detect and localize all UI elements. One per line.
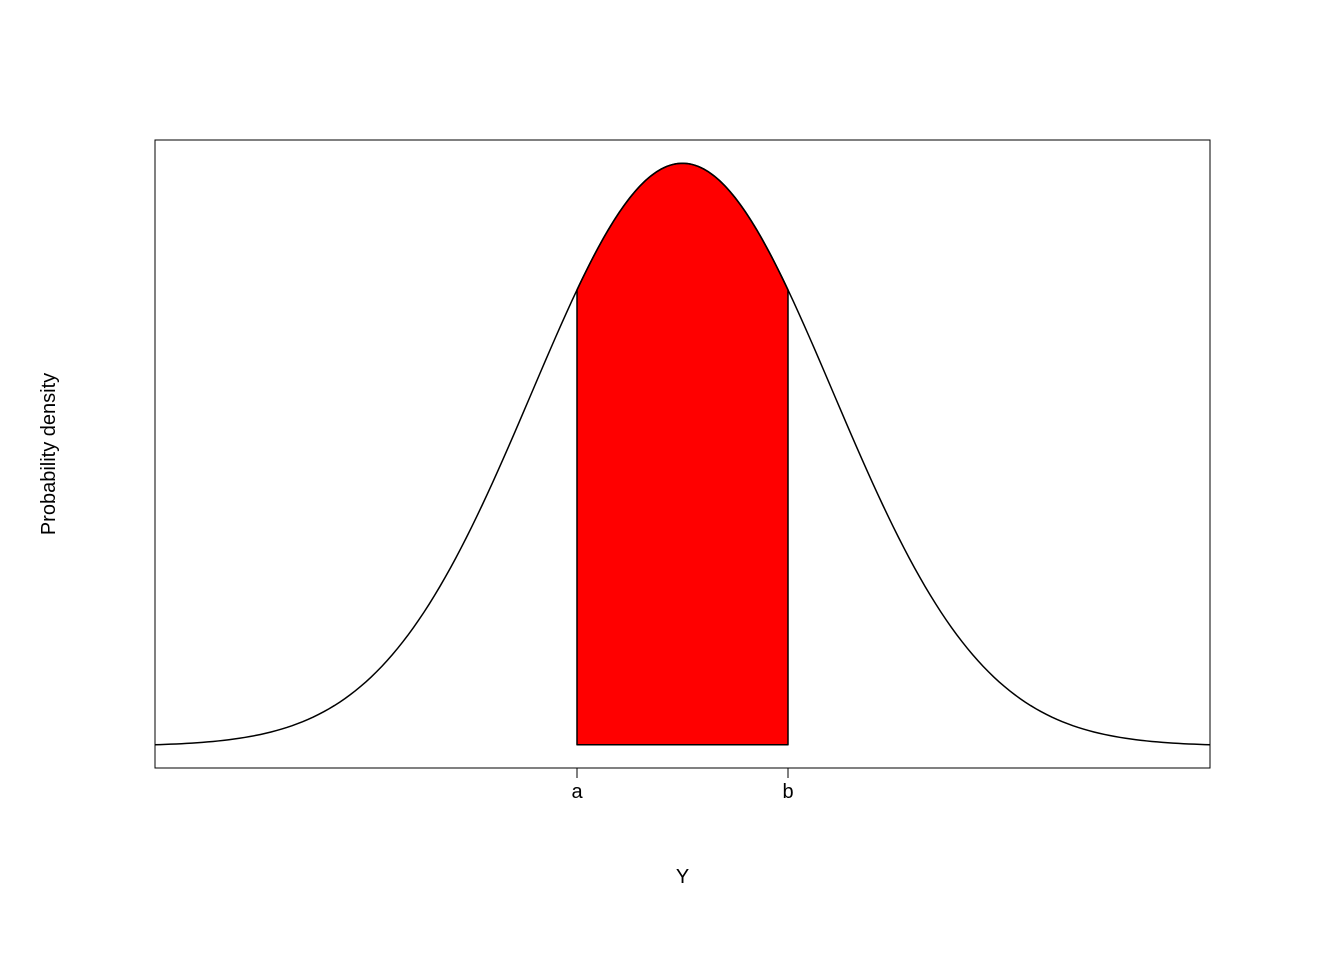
y-axis-label: Probability density — [38, 373, 60, 535]
x-tick-label-1: b — [782, 781, 793, 803]
x-axis-label: Y — [676, 866, 689, 888]
x-tick-label-0: a — [571, 781, 583, 803]
chart-container: a b Y Probability density — [0, 0, 1344, 960]
shaded-region — [577, 163, 788, 744]
density-chart: a b Y Probability density — [0, 0, 1344, 960]
